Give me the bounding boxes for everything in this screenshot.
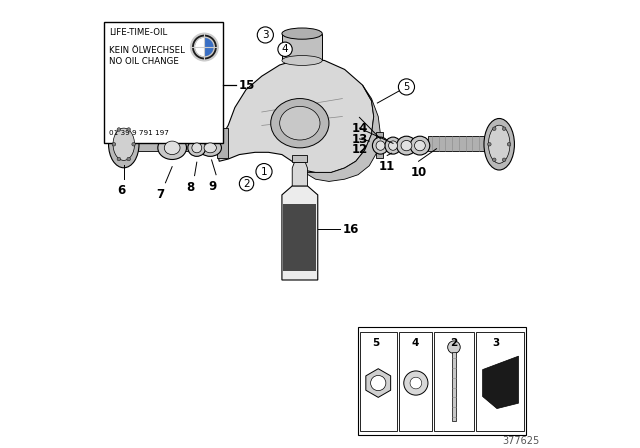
Polygon shape bbox=[217, 58, 374, 172]
Circle shape bbox=[448, 341, 460, 353]
Text: KEIN ÖLWECHSEL: KEIN ÖLWECHSEL bbox=[109, 46, 186, 55]
Ellipse shape bbox=[282, 56, 323, 65]
FancyBboxPatch shape bbox=[358, 327, 526, 435]
Text: 4: 4 bbox=[412, 338, 419, 348]
Circle shape bbox=[257, 27, 273, 43]
Polygon shape bbox=[282, 186, 317, 280]
Circle shape bbox=[191, 34, 218, 60]
Circle shape bbox=[398, 79, 415, 95]
Polygon shape bbox=[284, 204, 316, 271]
Text: 4: 4 bbox=[282, 44, 289, 54]
Circle shape bbox=[493, 158, 496, 162]
Ellipse shape bbox=[164, 141, 180, 155]
Polygon shape bbox=[428, 136, 497, 151]
FancyBboxPatch shape bbox=[360, 332, 397, 431]
FancyBboxPatch shape bbox=[476, 332, 524, 431]
Ellipse shape bbox=[385, 137, 401, 154]
Circle shape bbox=[132, 142, 136, 146]
Text: 377625: 377625 bbox=[502, 436, 540, 446]
Text: 5: 5 bbox=[403, 82, 410, 92]
Polygon shape bbox=[292, 155, 307, 162]
Ellipse shape bbox=[204, 143, 216, 153]
Text: 9: 9 bbox=[209, 180, 216, 193]
Polygon shape bbox=[217, 128, 228, 158]
Text: 5: 5 bbox=[372, 338, 380, 348]
FancyBboxPatch shape bbox=[399, 332, 432, 431]
Text: 01 39 9 791 197: 01 39 9 791 197 bbox=[109, 130, 170, 136]
Ellipse shape bbox=[410, 136, 430, 155]
Text: 16: 16 bbox=[342, 223, 359, 236]
Circle shape bbox=[117, 157, 121, 161]
Text: 13: 13 bbox=[351, 133, 367, 146]
Text: 7: 7 bbox=[156, 188, 164, 201]
Polygon shape bbox=[452, 352, 456, 421]
Ellipse shape bbox=[271, 99, 329, 148]
Circle shape bbox=[410, 377, 422, 389]
Ellipse shape bbox=[109, 121, 139, 168]
Text: 6: 6 bbox=[117, 184, 125, 197]
Wedge shape bbox=[204, 38, 214, 47]
Circle shape bbox=[502, 127, 506, 130]
Ellipse shape bbox=[415, 140, 426, 151]
Text: 15: 15 bbox=[239, 79, 255, 92]
Ellipse shape bbox=[372, 137, 388, 154]
Circle shape bbox=[256, 164, 272, 180]
Circle shape bbox=[117, 128, 121, 131]
Polygon shape bbox=[483, 356, 518, 409]
Circle shape bbox=[371, 375, 386, 391]
Ellipse shape bbox=[484, 118, 515, 170]
Wedge shape bbox=[195, 47, 204, 56]
Text: 11: 11 bbox=[379, 160, 396, 173]
Ellipse shape bbox=[280, 107, 320, 140]
FancyBboxPatch shape bbox=[104, 22, 223, 143]
Polygon shape bbox=[292, 162, 307, 186]
Text: 8: 8 bbox=[186, 181, 195, 194]
Circle shape bbox=[502, 158, 506, 162]
Text: 2: 2 bbox=[451, 338, 458, 348]
Text: NO OIL CHANGE: NO OIL CHANGE bbox=[109, 57, 179, 66]
FancyBboxPatch shape bbox=[435, 332, 474, 431]
Ellipse shape bbox=[397, 136, 417, 155]
Text: LIFE-TIME-OIL: LIFE-TIME-OIL bbox=[109, 28, 168, 37]
Circle shape bbox=[239, 177, 253, 191]
Text: 3: 3 bbox=[262, 30, 269, 40]
Circle shape bbox=[112, 142, 116, 146]
Text: 3: 3 bbox=[492, 338, 499, 348]
Polygon shape bbox=[305, 85, 380, 181]
Circle shape bbox=[508, 142, 511, 146]
Ellipse shape bbox=[158, 136, 186, 159]
Circle shape bbox=[493, 127, 496, 130]
Circle shape bbox=[278, 42, 292, 56]
Text: 14: 14 bbox=[351, 122, 367, 135]
Circle shape bbox=[488, 142, 491, 146]
Circle shape bbox=[404, 371, 428, 395]
Circle shape bbox=[127, 128, 131, 131]
Wedge shape bbox=[204, 47, 214, 56]
Text: 2: 2 bbox=[243, 179, 250, 189]
Polygon shape bbox=[282, 34, 323, 60]
Ellipse shape bbox=[113, 128, 134, 160]
Text: 12: 12 bbox=[351, 143, 367, 156]
Ellipse shape bbox=[282, 28, 323, 39]
Text: 10: 10 bbox=[410, 166, 427, 179]
Polygon shape bbox=[123, 136, 217, 151]
Ellipse shape bbox=[199, 139, 221, 156]
Circle shape bbox=[127, 157, 131, 161]
Ellipse shape bbox=[188, 139, 206, 156]
Text: 1: 1 bbox=[260, 167, 268, 177]
Ellipse shape bbox=[388, 141, 397, 150]
Ellipse shape bbox=[376, 141, 385, 150]
Ellipse shape bbox=[192, 143, 202, 153]
Ellipse shape bbox=[401, 140, 412, 151]
Ellipse shape bbox=[488, 125, 510, 164]
Wedge shape bbox=[195, 38, 204, 47]
Polygon shape bbox=[376, 132, 383, 158]
